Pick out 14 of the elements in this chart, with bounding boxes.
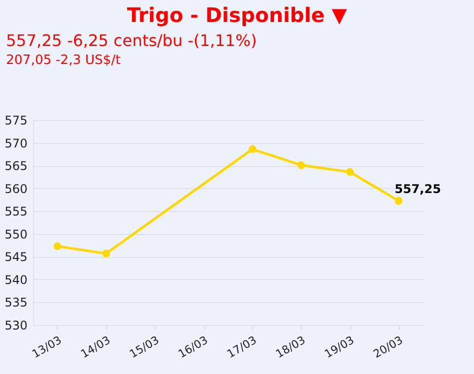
chart-title: Trigo - Disponible ▼ bbox=[126, 3, 348, 27]
chart-subtitle: 557,25 -6,25 cents/bu -(1,11%) bbox=[6, 31, 258, 50]
text: 207,05 -2,3 US$/t bbox=[6, 53, 122, 68]
y-tick-label: 560 bbox=[4, 182, 28, 196]
y-tick-label: 540 bbox=[4, 272, 28, 287]
y-tick-label: 535 bbox=[4, 296, 28, 310]
y-tick-label: 575 bbox=[4, 114, 28, 128]
y-tick-label: 530 bbox=[4, 318, 28, 332]
y-tick-label: 545 bbox=[4, 250, 28, 264]
y-tick-label: 550 bbox=[4, 227, 28, 242]
data-label: 557,25 bbox=[394, 182, 441, 196]
y-tick-label: 565 bbox=[4, 159, 28, 174]
y-tick-label: 555 bbox=[4, 204, 28, 219]
y-tick-label: 570 bbox=[4, 136, 28, 150]
